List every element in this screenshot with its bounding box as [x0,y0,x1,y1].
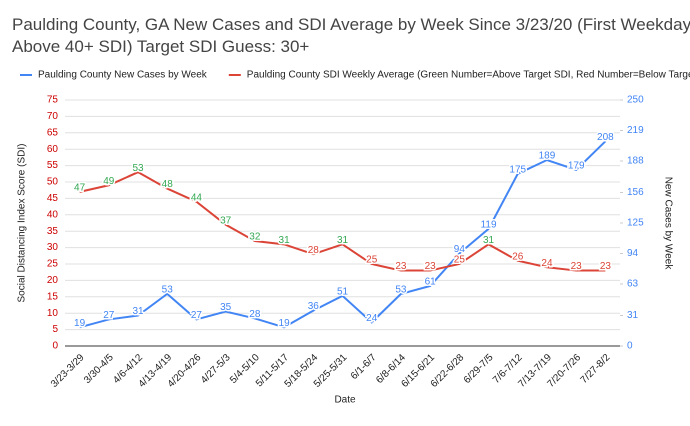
data-label: 25 [454,255,466,266]
data-label: 179 [568,161,585,172]
data-label: 19 [279,318,291,329]
data-label: 44 [191,192,203,203]
data-label: 189 [539,151,556,162]
data-label: 47 [74,182,86,193]
data-label: 27 [103,310,115,321]
data-label: 175 [509,164,526,175]
data-label: 208 [597,132,614,143]
data-label: 32 [249,232,261,243]
y-tick-label: 35 [47,226,59,237]
y2-tick-label: 219 [627,125,644,136]
y2-tick-label: 250 [627,95,644,106]
data-label: 28 [308,245,320,256]
y-tick-label: 10 [47,308,59,319]
data-label: 48 [162,179,174,190]
y-tick-label: 55 [47,160,59,171]
y-tick-label: 40 [47,209,59,220]
y-tick-label: 50 [47,177,59,188]
y-tick-label: 65 [47,127,59,138]
x-tick-label: 7/27-8/2 [579,352,613,386]
series-line [79,140,607,329]
series-line [79,171,606,272]
data-label: 31 [483,235,495,246]
data-label: 23 [571,261,583,272]
data-label: 23 [600,261,612,272]
data-label: 35 [220,302,232,313]
x-tick-label: 6/29-7/5 [462,352,496,386]
data-label: 94 [454,244,466,255]
y2-tick-label: 188 [627,156,644,167]
data-label: 53 [162,284,174,295]
data-label: 53 [132,163,144,174]
y2-tick-label: 63 [627,279,639,290]
data-label: 26 [512,251,524,262]
y-tick-label: 5 [52,324,58,335]
data-label: 31 [132,306,144,317]
data-label: 31 [337,235,349,246]
y-tick-label: 20 [47,275,59,286]
y-tick-label: 75 [47,95,59,106]
y2-tick-label: 31 [627,310,639,321]
data-label: 19 [74,318,86,329]
y2-axis-title: New Cases by Week [662,177,673,271]
y2-tick-label: 125 [627,218,644,229]
data-label: 61 [425,277,437,288]
data-label: 27 [191,310,203,321]
data-label: 24 [366,313,378,324]
chart-title: Paulding County, GA New Cases and SDI Av… [12,15,690,56]
y-tick-label: 25 [47,259,59,270]
data-label: 36 [308,301,320,312]
legend-label: Paulding County New Cases by Week [38,70,208,81]
x-tick-label: 4/27-5/3 [199,352,233,386]
data-label: 23 [395,261,407,272]
data-label: 28 [249,309,261,320]
data-label: 23 [425,261,437,272]
data-label: 49 [103,176,115,187]
y-tick-label: 45 [47,193,59,204]
x-tick-label: 3/30-4/5 [82,352,116,386]
y2-tick-label: 94 [627,248,639,259]
y2-tick-label: 156 [627,187,644,198]
data-label: 25 [366,255,378,266]
data-label: 24 [541,258,553,269]
data-label: 37 [220,215,232,226]
y2-tick-label: 0 [627,341,633,352]
y-tick-label: 15 [47,291,59,302]
y-tick-label: 60 [47,144,59,155]
y-tick-label: 70 [47,111,59,122]
y-tick-label: 0 [52,341,58,352]
legend-label: Paulding County SDI Weekly Average (Gree… [247,70,690,81]
data-label: 119 [481,220,497,231]
y-tick-label: 30 [47,242,59,253]
data-label: 31 [279,235,291,246]
x-tick-label: 3/23-3/29 [49,352,87,390]
data-label: 53 [395,284,407,295]
x-axis-title: Date [334,395,356,406]
y-axis-title: Social Distancing Index Score (SDI) [17,144,28,303]
data-label: 51 [337,286,349,297]
